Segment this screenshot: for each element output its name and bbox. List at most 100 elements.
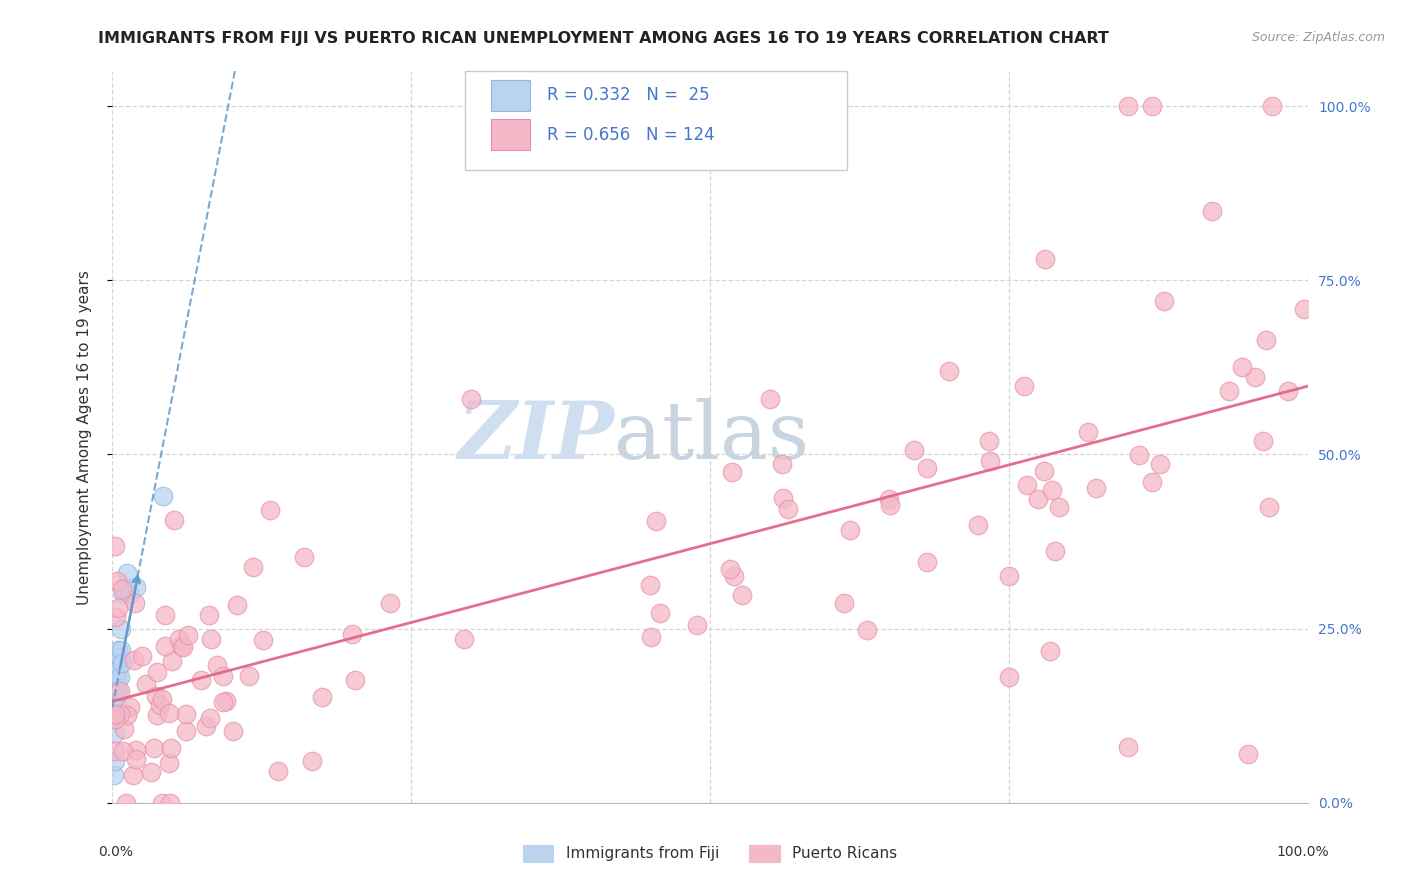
Point (163, 513, 186, 527)
Point (378, 596, 401, 610)
Point (879, 498, 901, 512)
FancyBboxPatch shape (465, 71, 848, 170)
Point (723, 569, 745, 583)
Point (105, 698, 128, 713)
Point (110, 707, 132, 722)
Point (242, 560, 264, 574)
Point (267, 764, 290, 778)
Point (145, 689, 167, 703)
Point (1026, 492, 1049, 507)
Point (720, 466, 742, 480)
Point (115, 707, 138, 722)
Point (1153, 294, 1175, 309)
Point (139, 764, 162, 779)
Point (162, 655, 184, 669)
Point (110, 683, 132, 698)
Point (125, 580, 148, 594)
Point (1033, 464, 1056, 478)
Text: R = 0.332   N =  25: R = 0.332 N = 25 (547, 87, 710, 104)
Point (1237, 747, 1260, 761)
Point (155, 607, 177, 622)
Point (340, 627, 363, 641)
Point (979, 454, 1001, 468)
Point (778, 502, 800, 516)
Point (146, 707, 169, 722)
Point (112, 587, 135, 601)
Point (108, 670, 131, 684)
Point (105, 691, 128, 706)
Point (967, 518, 990, 533)
Point (1118, 99, 1140, 113)
Point (1261, 99, 1284, 113)
Text: ZIP: ZIP (457, 399, 614, 475)
Text: 0.0%: 0.0% (98, 845, 134, 859)
Point (104, 754, 127, 768)
Point (169, 640, 191, 654)
Point (150, 692, 173, 706)
Point (153, 639, 176, 653)
Point (1043, 544, 1066, 558)
Point (200, 632, 222, 647)
Point (460, 392, 482, 406)
Point (1230, 359, 1253, 374)
Point (1033, 252, 1056, 267)
Point (172, 640, 194, 654)
Point (142, 740, 165, 755)
Point (120, 587, 142, 601)
Point (998, 569, 1021, 583)
Point (104, 706, 127, 721)
Point (718, 562, 741, 576)
Point (107, 642, 129, 657)
Point (650, 606, 672, 620)
Point (252, 632, 274, 647)
FancyBboxPatch shape (491, 120, 530, 150)
Point (115, 566, 138, 580)
Point (205, 657, 228, 672)
Point (1085, 481, 1108, 495)
Point (105, 574, 128, 588)
Point (124, 596, 146, 610)
Point (146, 665, 169, 679)
Point (104, 539, 127, 553)
Text: R = 0.656   N = 124: R = 0.656 N = 124 (547, 126, 716, 144)
Point (108, 649, 131, 664)
Point (215, 694, 238, 708)
Point (1201, 203, 1223, 218)
Point (938, 364, 960, 378)
Point (152, 489, 174, 503)
Point (1128, 449, 1150, 463)
Point (159, 796, 181, 810)
Y-axis label: Unemployment Among Ages 16 to 19 years: Unemployment Among Ages 16 to 19 years (77, 269, 91, 605)
Point (105, 657, 128, 671)
Point (1218, 384, 1240, 398)
Point (112, 722, 135, 736)
Point (915, 555, 938, 569)
Point (198, 608, 221, 623)
Point (856, 623, 879, 637)
Point (640, 630, 662, 644)
Point (107, 684, 129, 698)
Legend: Immigrants from Fiji, Puerto Ricans: Immigrants from Fiji, Puerto Ricans (516, 838, 904, 868)
Point (1118, 740, 1140, 755)
Point (903, 443, 925, 458)
Point (135, 677, 157, 691)
Point (107, 601, 129, 615)
Point (105, 610, 128, 624)
Point (838, 523, 860, 537)
Point (157, 756, 180, 770)
Point (105, 705, 128, 719)
Point (176, 724, 198, 739)
Point (157, 706, 180, 720)
Point (301, 754, 323, 768)
Point (211, 669, 233, 683)
Point (110, 622, 132, 636)
Text: atlas: atlas (614, 398, 810, 476)
Point (150, 796, 173, 810)
Point (105, 677, 128, 691)
Point (114, 580, 135, 594)
Point (770, 457, 793, 471)
Point (1140, 475, 1163, 489)
Point (311, 690, 333, 704)
Point (453, 632, 475, 646)
Point (1257, 500, 1279, 515)
